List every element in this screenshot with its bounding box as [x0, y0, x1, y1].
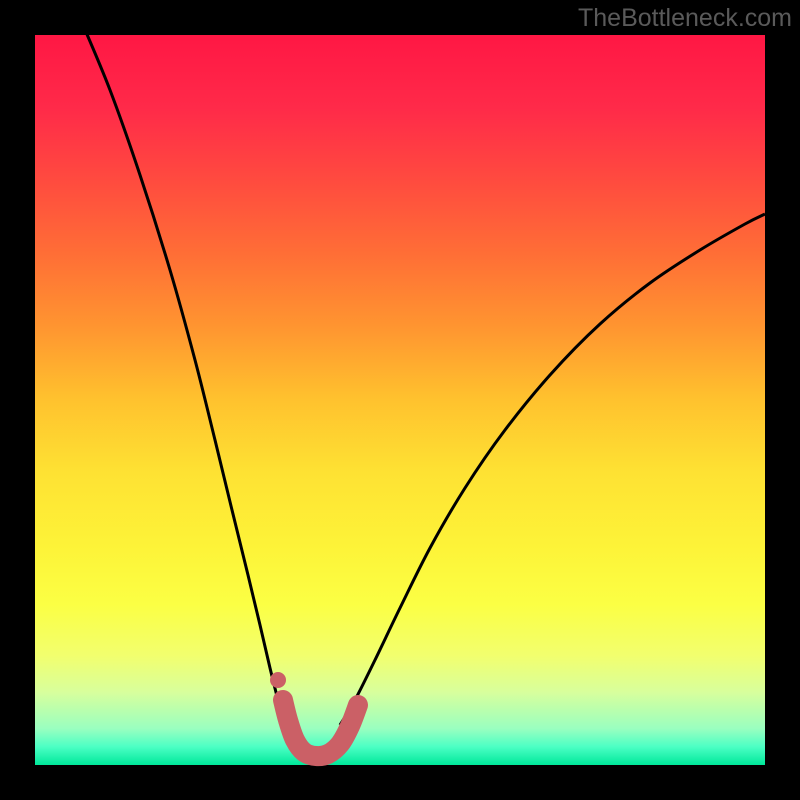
- chart-canvas: TheBottleneck.com: [0, 0, 800, 800]
- watermark-text: TheBottleneck.com: [578, 4, 792, 33]
- plot-gradient-background: [35, 35, 765, 765]
